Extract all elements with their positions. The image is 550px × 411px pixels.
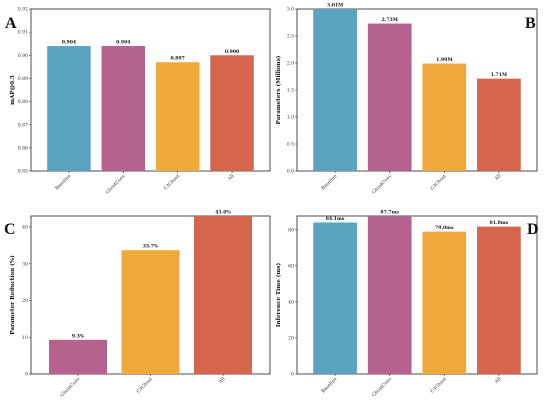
data-label: 1.99M <box>436 57 452 63</box>
bar-all <box>477 226 521 374</box>
data-label: 3.01M <box>327 3 343 9</box>
y-tick-label: 60 <box>288 264 294 270</box>
bar-baseline <box>313 9 357 171</box>
chart-panel-a: 0.85 0.86 0.87 0.88 0.89 0.90 0.91 0.92 mAP@0.5 0… <box>5 7 271 196</box>
y-tick-label: 0.88 <box>18 99 28 105</box>
data-label: 87.7ms <box>380 210 399 216</box>
plot-frame <box>30 8 271 172</box>
y-tick-label: 0.89 <box>18 76 28 82</box>
bar-baseline <box>313 222 357 374</box>
y-tick-label: 0.0 <box>287 169 294 175</box>
y-tick-label: 0.90 <box>18 53 28 59</box>
bar-baseline <box>47 46 91 171</box>
y-tick-label: 0.92 <box>18 7 28 13</box>
x-tick-label: GhostConv <box>104 173 127 196</box>
panel-letter: A <box>5 15 17 32</box>
data-label: 1.71M <box>491 72 507 78</box>
x-tick-label: C3Ghost <box>429 173 448 192</box>
y-tick-label: 10 <box>22 335 28 341</box>
bar-c3ghost <box>422 63 467 171</box>
x-tick-label: All <box>493 376 503 386</box>
y-tick-label: 20 <box>22 298 28 304</box>
data-label: 0.900 <box>225 49 239 55</box>
panel-letter: C <box>4 221 16 238</box>
y-tick-label: 40 <box>288 300 294 306</box>
y-tick-label: 0.86 <box>18 145 28 151</box>
data-label: 79.0ms <box>435 225 454 231</box>
y-tick-label: 2.0 <box>287 61 294 67</box>
y-axis-title: Parameter Reduction (%) <box>9 255 16 335</box>
x-tick-label: Baseline <box>320 376 338 394</box>
data-label: 0.904 <box>62 40 77 46</box>
y-tick-label: 0.87 <box>18 122 28 128</box>
data-label: 84.1ms <box>326 216 345 222</box>
y-tick-label: 3.0 <box>287 7 294 13</box>
panel-letter: B <box>525 15 536 32</box>
panel-letter: D <box>527 221 539 238</box>
bar-all <box>193 216 252 374</box>
data-label: 81.8ms <box>490 220 509 226</box>
y-tick-label: 0.91 <box>18 30 28 36</box>
bar-c3ghost <box>121 250 180 374</box>
y-tick-label: 30 <box>22 261 28 267</box>
x-tick-label: All <box>493 173 503 183</box>
bar-c3ghost <box>422 231 467 374</box>
y-tick-label: 0.5 <box>287 142 294 148</box>
data-label: 2.73M <box>382 17 398 23</box>
x-tick-label: Baseline <box>320 173 338 191</box>
data-label: 33.7% <box>143 244 159 250</box>
y-tick-label: 20 <box>288 336 294 342</box>
data-label: 43.0% <box>215 210 231 216</box>
chart-panel-c: 0 10 20 30 40 Parameter Reduction (%) 9.3% Ghos… <box>4 210 271 399</box>
bar-all <box>210 55 254 171</box>
y-tick-label: 80 <box>288 227 294 233</box>
x-tick-label: C3Ghost <box>429 376 448 395</box>
bar-ghostconv <box>49 339 108 374</box>
y-axis-title: mAP@0.5 <box>9 75 16 105</box>
data-label: 9.3% <box>72 333 85 339</box>
chart-panel-d: 0 20 40 60 80 Inference Time (ms) 84.1ms Baseli… <box>275 210 539 399</box>
x-tick-label: C3Ghost <box>163 173 182 192</box>
y-tick-label: 0.85 <box>18 169 28 175</box>
y-tick-label: 0 <box>25 372 28 378</box>
x-tick-label: GhostConv <box>371 173 394 196</box>
y-axis-title: Parameters (Millions) <box>275 55 282 124</box>
data-label: 0.904 <box>116 40 131 46</box>
y-tick-label: 2.5 <box>287 34 294 40</box>
bar-ghostconv <box>101 46 146 171</box>
plot-frame <box>296 215 538 375</box>
y-axis-title: Inference Time (ms) <box>275 263 282 328</box>
y-tick-label: 40 <box>22 225 28 231</box>
bar-ghostconv <box>367 23 412 171</box>
y-tick-label: 0 <box>291 372 294 378</box>
x-tick-label: All <box>217 376 227 386</box>
y-tick-label: 1.5 <box>287 88 294 94</box>
chart-panel-b: 0.0 0.5 1.0 1.5 2.0 2.5 3.0 Parameters (Million… <box>275 3 538 196</box>
data-label: 0.897 <box>170 56 184 62</box>
bar-all <box>477 78 521 171</box>
x-tick-label: Baseline <box>54 173 72 191</box>
y-tick-label: 1.0 <box>287 115 294 121</box>
bar-c3ghost <box>155 62 200 171</box>
x-tick-label: GhostConv <box>59 376 82 399</box>
bar-ghostconv <box>367 216 412 374</box>
x-tick-label: GhostConv <box>371 376 394 399</box>
x-tick-label: All <box>226 173 236 183</box>
x-tick-label: C3Ghost <box>135 376 154 395</box>
